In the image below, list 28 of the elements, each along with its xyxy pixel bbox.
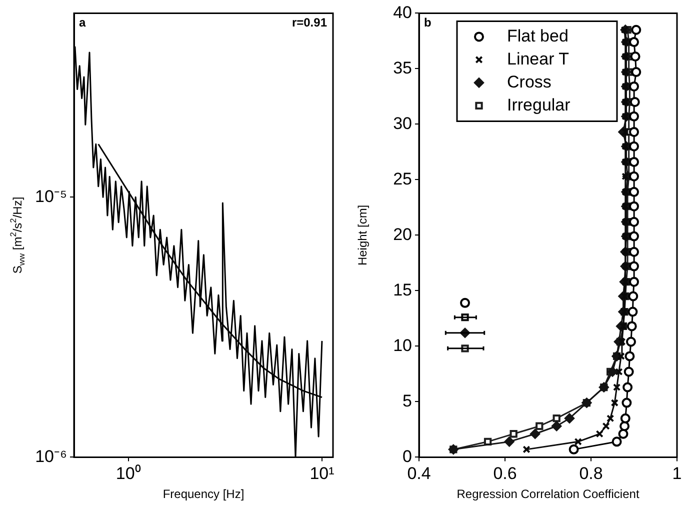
x-tick-label: 10¹ (310, 464, 335, 484)
y-tick-label: 10⁻⁶ (35, 446, 67, 466)
x-tick-label: 0.6 (493, 464, 517, 484)
y-tick-label: 0 (402, 446, 412, 466)
legend-label: Cross (507, 72, 552, 92)
y-axis-title: Height [cm] (355, 204, 370, 266)
legend-label: Linear T (507, 49, 570, 68)
y-tick-label: 10⁻⁵ (35, 186, 67, 206)
y-tick-label: 20 (393, 224, 412, 244)
y-tick-label: 10 (393, 336, 412, 355)
y-tick-label: 25 (393, 169, 412, 188)
legend-label: Flat bed (507, 26, 568, 46)
y-tick-label: 15 (393, 280, 412, 300)
x-axis-title: Regression Correlation Coefficient (456, 487, 640, 502)
x-tick-label: 1 (672, 464, 682, 484)
x-tick-label: 10⁰ (116, 464, 141, 484)
annotation: r=0.91 (292, 16, 328, 30)
y-axis-title: Sww [m2/s2/Hz] (8, 196, 27, 274)
y-tick-label: 5 (402, 391, 412, 410)
y-tick-label: 35 (393, 58, 412, 78)
y-tick-label: 40 (393, 2, 412, 22)
x-tick-label: 0.4 (407, 464, 431, 484)
x-tick-label: 0.8 (579, 464, 603, 484)
annotation: b (424, 16, 432, 30)
y-tick-label: 30 (393, 114, 412, 133)
annotation: a (79, 16, 86, 30)
x-axis-title: Frequency [Hz] (162, 487, 244, 502)
legend-label: Irregular (507, 95, 571, 114)
